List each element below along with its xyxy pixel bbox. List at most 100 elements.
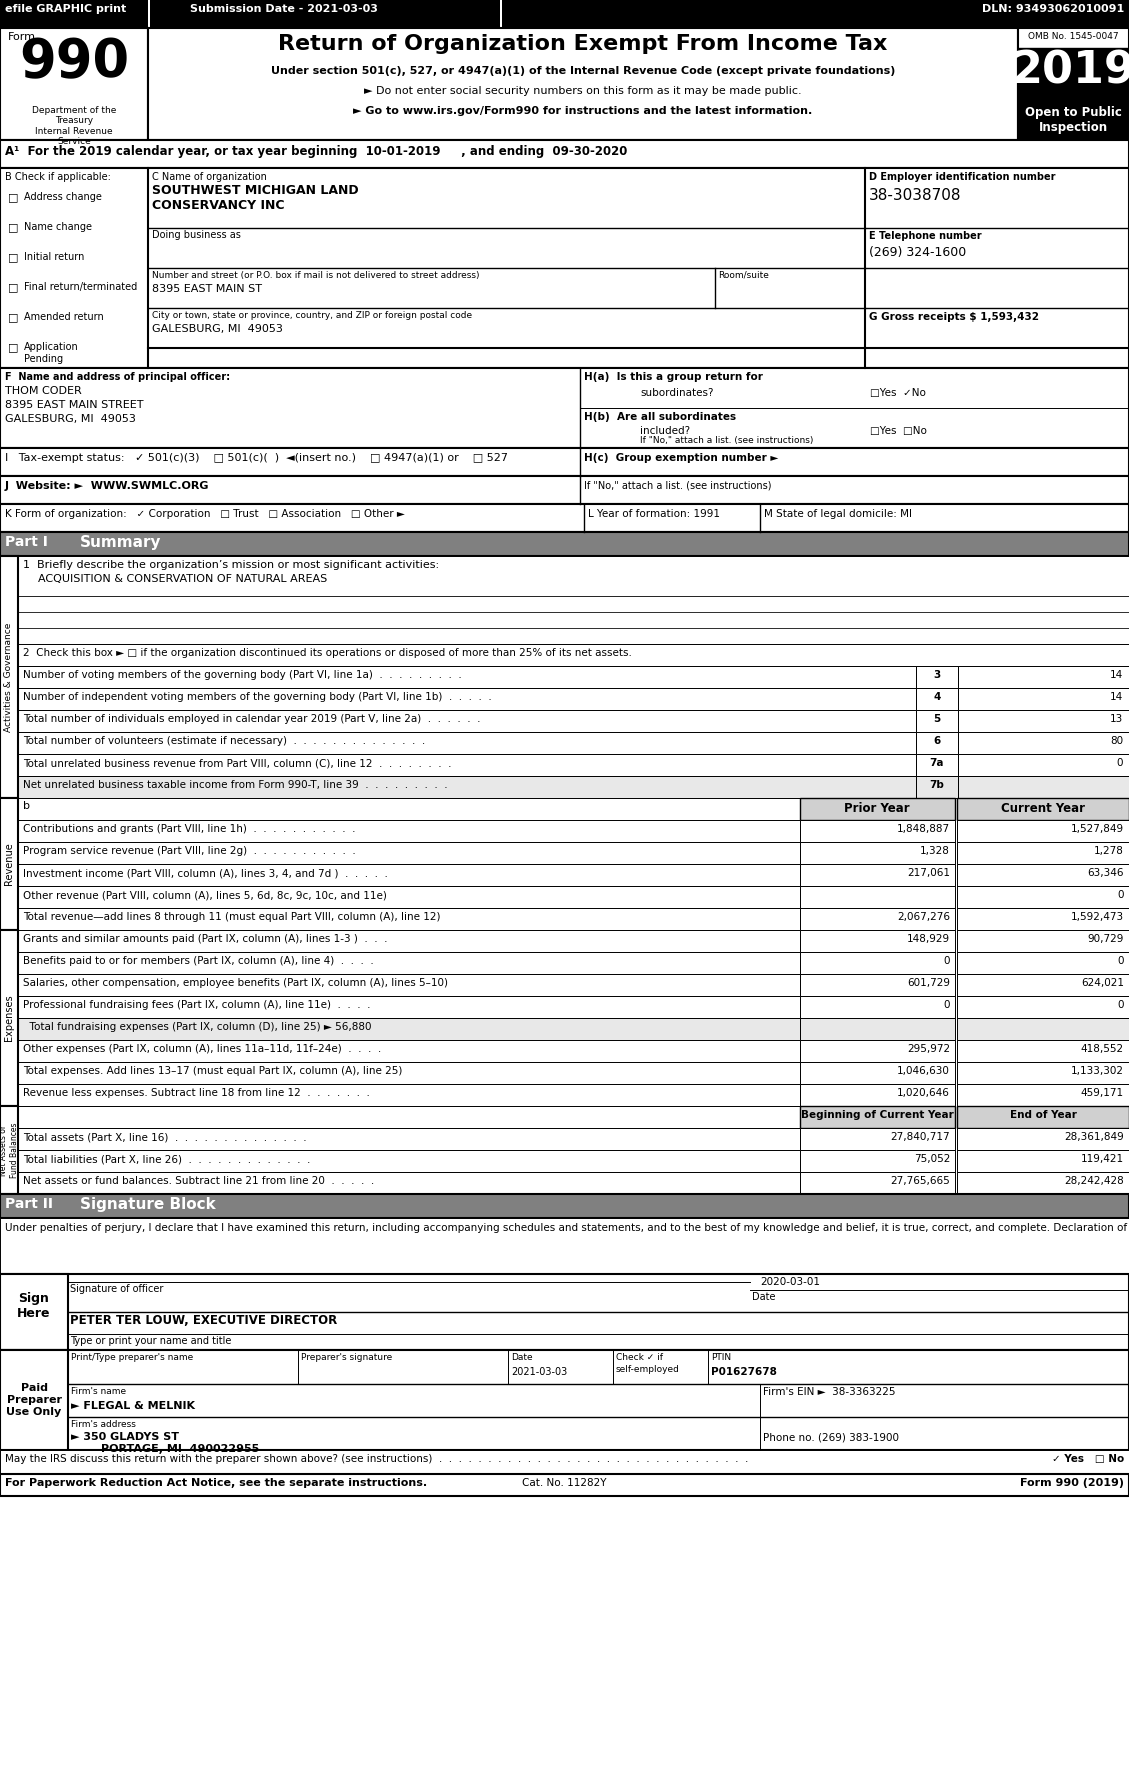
Bar: [1018, 48, 1129, 104]
Bar: [18, 1041, 800, 1062]
Bar: [916, 709, 959, 733]
Text: Department of the
Treasury
Internal Revenue
Service: Department of the Treasury Internal Reve…: [32, 106, 116, 147]
Text: THOM CODER: THOM CODER: [5, 387, 81, 396]
Bar: [0, 1350, 68, 1451]
Bar: [0, 930, 18, 1107]
Bar: [0, 532, 1129, 555]
Text: 0: 0: [944, 956, 949, 965]
Text: K Form of organization:   ✓ Corporation   □ Trust   □ Association   □ Other ►: K Form of organization: ✓ Corporation □ …: [5, 509, 405, 519]
Bar: [957, 842, 1129, 863]
Bar: [916, 666, 959, 688]
Text: Total number of individuals employed in calendar year 2019 (Part V, line 2a)  . : Total number of individuals employed in …: [23, 715, 481, 724]
Text: 0: 0: [1118, 890, 1124, 901]
Text: 148,929: 148,929: [907, 933, 949, 944]
Text: ► Do not enter social security numbers on this form as it may be made public.: ► Do not enter social security numbers o…: [365, 86, 802, 97]
Bar: [916, 754, 959, 776]
Bar: [18, 996, 800, 1017]
Text: 1,328: 1,328: [920, 845, 949, 856]
Text: Investment income (Part VIII, column (A), lines 3, 4, and 7d )  .  .  .  .  .: Investment income (Part VIII, column (A)…: [23, 869, 388, 878]
Bar: [18, 799, 800, 820]
Bar: [18, 666, 916, 688]
Text: 14: 14: [1110, 670, 1123, 681]
Text: Preparer's signature: Preparer's signature: [301, 1352, 392, 1361]
Bar: [18, 820, 800, 842]
Text: Under penalties of perjury, I declare that I have examined this return, includin: Under penalties of perjury, I declare th…: [5, 1223, 1129, 1232]
Text: Beginning of Current Year: Beginning of Current Year: [800, 1110, 953, 1119]
Text: Amended return: Amended return: [24, 312, 104, 322]
Text: DLN: 93493062010091: DLN: 93493062010091: [982, 4, 1124, 14]
Bar: [18, 645, 1129, 666]
Bar: [957, 953, 1129, 974]
Text: OMB No. 1545-0047: OMB No. 1545-0047: [1027, 32, 1119, 41]
Bar: [800, 908, 955, 930]
Bar: [18, 887, 800, 908]
Text: Room/suite: Room/suite: [718, 270, 769, 279]
Bar: [1018, 29, 1129, 140]
Text: Paid
Preparer
Use Only: Paid Preparer Use Only: [7, 1383, 62, 1417]
Text: Print/Type preparer's name: Print/Type preparer's name: [71, 1352, 193, 1361]
Text: PORTAGE, MI  490022955: PORTAGE, MI 490022955: [100, 1444, 260, 1454]
Bar: [0, 1107, 18, 1195]
Bar: [957, 1041, 1129, 1062]
Text: 601,729: 601,729: [907, 978, 949, 989]
Text: □: □: [8, 342, 18, 353]
Bar: [959, 733, 1129, 754]
Bar: [0, 1273, 1129, 1350]
Bar: [957, 1128, 1129, 1150]
Bar: [1018, 104, 1129, 140]
Text: 418,552: 418,552: [1080, 1044, 1124, 1053]
Text: 6: 6: [934, 736, 940, 747]
Bar: [957, 887, 1129, 908]
Text: ✓ Yes   □ No: ✓ Yes □ No: [1052, 1454, 1124, 1463]
Bar: [0, 168, 1129, 367]
Text: Net Assets or
Fund Balances: Net Assets or Fund Balances: [0, 1123, 19, 1178]
Text: L Year of formation: 1991: L Year of formation: 1991: [588, 509, 720, 519]
Bar: [957, 1150, 1129, 1171]
Text: 0: 0: [1118, 956, 1124, 965]
Bar: [18, 1128, 800, 1150]
Text: Firm's EIN ►  38-3363225: Firm's EIN ► 38-3363225: [763, 1386, 895, 1397]
Text: ACQUISITION & CONSERVATION OF NATURAL AREAS: ACQUISITION & CONSERVATION OF NATURAL AR…: [38, 573, 327, 584]
Text: 1,046,630: 1,046,630: [898, 1066, 949, 1076]
Text: □: □: [8, 281, 18, 292]
Text: If "No," attach a list. (see instructions): If "No," attach a list. (see instruction…: [584, 482, 771, 491]
Text: Total fundraising expenses (Part IX, column (D), line 25) ► 56,880: Total fundraising expenses (Part IX, col…: [23, 1023, 371, 1032]
Text: 0: 0: [1118, 999, 1124, 1010]
Text: 1,592,473: 1,592,473: [1071, 912, 1124, 922]
Text: 27,840,717: 27,840,717: [891, 1132, 949, 1143]
Text: Activities & Governance: Activities & Governance: [5, 621, 14, 733]
Text: □Yes  ✓No: □Yes ✓No: [870, 389, 926, 398]
Text: Net assets or fund balances. Subtract line 21 from line 20  .  .  .  .  .: Net assets or fund balances. Subtract li…: [23, 1177, 374, 1186]
Text: Total number of volunteers (estimate if necessary)  .  .  .  .  .  .  .  .  .  .: Total number of volunteers (estimate if …: [23, 736, 426, 747]
Bar: [916, 776, 959, 799]
Text: ► Go to www.irs.gov/Form990 for instructions and the latest information.: ► Go to www.irs.gov/Form990 for instruct…: [353, 106, 813, 116]
Text: Date: Date: [752, 1291, 776, 1302]
Bar: [18, 754, 916, 776]
Text: Form 990 (2019): Form 990 (2019): [1019, 1478, 1124, 1488]
Bar: [18, 953, 800, 974]
Bar: [148, 29, 1018, 140]
Text: Form: Form: [8, 32, 36, 41]
Bar: [800, 1041, 955, 1062]
Text: Salaries, other compensation, employee benefits (Part IX, column (A), lines 5–10: Salaries, other compensation, employee b…: [23, 978, 448, 989]
Text: C Name of organization: C Name of organization: [152, 172, 266, 183]
Text: Signature of officer: Signature of officer: [70, 1284, 164, 1295]
Bar: [916, 688, 959, 709]
Bar: [0, 799, 18, 930]
Text: 2020-03-01: 2020-03-01: [760, 1277, 820, 1288]
Bar: [957, 930, 1129, 953]
Text: □: □: [8, 222, 18, 233]
Text: Part I: Part I: [5, 536, 47, 550]
Text: Professional fundraising fees (Part IX, column (A), line 11e)  .  .  .  .: Professional fundraising fees (Part IX, …: [23, 999, 370, 1010]
Bar: [800, 887, 955, 908]
Text: Total liabilities (Part X, line 26)  .  .  .  .  .  .  .  .  .  .  .  .  .: Total liabilities (Part X, line 26) . . …: [23, 1153, 310, 1164]
Text: 119,421: 119,421: [1080, 1153, 1124, 1164]
Bar: [957, 863, 1129, 887]
Bar: [18, 842, 800, 863]
Bar: [18, 1017, 800, 1041]
Text: Firm's address: Firm's address: [71, 1420, 135, 1429]
Bar: [18, 1084, 800, 1107]
Text: 2  Check this box ► □ if the organization discontinued its operations or dispose: 2 Check this box ► □ if the organization…: [23, 648, 632, 657]
Text: 2019: 2019: [1012, 50, 1129, 93]
Text: H(b)  Are all subordinates: H(b) Are all subordinates: [584, 412, 736, 423]
